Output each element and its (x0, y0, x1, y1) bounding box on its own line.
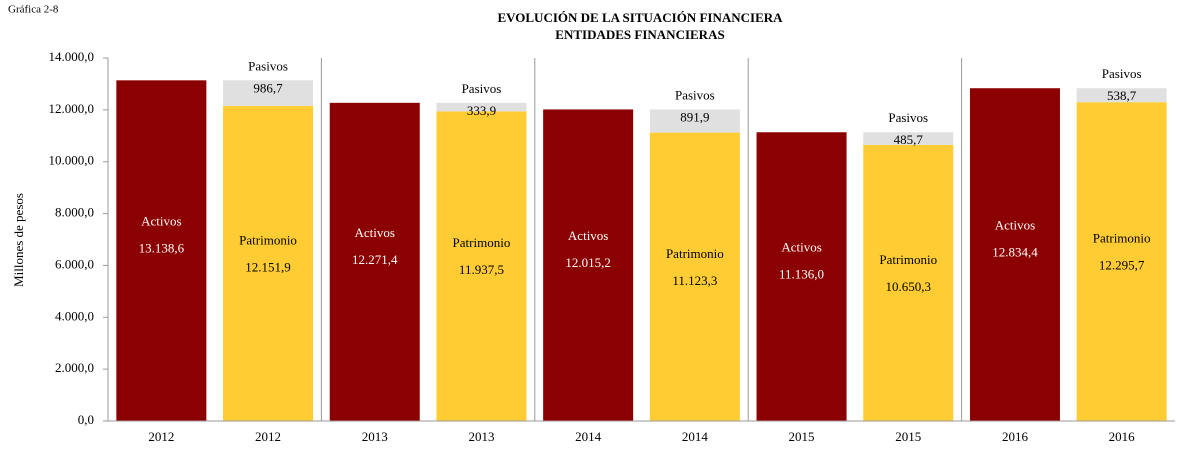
series-label: Patrimonio (239, 232, 297, 247)
y-tick-label: 14.000,0 (49, 49, 95, 64)
series-label: Activos (781, 240, 821, 255)
x-tick-label: 2015 (895, 429, 921, 444)
series-label: Pasivos (1102, 66, 1142, 81)
y-tick-label: 2.000,0 (55, 360, 94, 375)
value-label: 333,9 (467, 103, 496, 118)
series-label: Patrimonio (666, 246, 724, 261)
value-label: 13.138,6 (139, 241, 185, 256)
value-label: 485,7 (894, 132, 924, 147)
bar-segment (649, 109, 740, 133)
series-label: Activos (141, 214, 181, 229)
figure-label: Gráfica 2-8 (8, 4, 59, 16)
series-label: Activos (995, 218, 1035, 233)
bar-segment (436, 111, 527, 422)
value-label: 10.650,3 (886, 279, 932, 294)
x-tick-label: 2015 (789, 429, 815, 444)
series-label: Pasivos (462, 81, 502, 96)
series-label: Activos (568, 228, 608, 243)
bar-segment (543, 109, 634, 422)
value-label: 11.136,0 (779, 267, 824, 282)
x-tick-label: 2012 (255, 429, 281, 444)
y-tick-label: 12.000,0 (49, 101, 95, 116)
bar-segment (223, 105, 314, 422)
bar-segment (329, 102, 420, 421)
x-tick-label: 2016 (1002, 429, 1029, 444)
bar-segment (1076, 102, 1167, 421)
series-label: Patrimonio (1093, 231, 1151, 246)
value-label: 12.151,9 (245, 259, 291, 274)
value-label: 12.295,7 (1099, 258, 1145, 273)
series-label: Pasivos (675, 87, 715, 102)
value-label: 11.937,5 (459, 262, 504, 277)
chart-subtitle: ENTIDADES FINANCIERAS (555, 27, 724, 42)
bar-segment (969, 88, 1060, 421)
x-tick-label: 2014 (575, 429, 602, 444)
bar-segment (649, 132, 740, 421)
x-tick-label: 2016 (1109, 429, 1136, 444)
y-tick-label: 0,0 (78, 412, 94, 427)
bar-segment (116, 80, 207, 421)
value-label: 12.271,4 (352, 252, 398, 267)
series-label: Patrimonio (453, 235, 511, 250)
value-label: 891,9 (680, 109, 709, 124)
x-tick-label: 2013 (468, 429, 494, 444)
y-axis-label: Millones de pesos (11, 193, 26, 287)
x-tick-label: 2014 (682, 429, 709, 444)
bar-segment (223, 80, 314, 106)
bar-segment (436, 102, 527, 112)
chart-title: EVOLUCIÓN DE LA SITUACIÓN FINANCIERA (497, 10, 783, 25)
bar-segment (863, 132, 954, 145)
series-label: Patrimonio (879, 252, 937, 267)
bar-segment (863, 144, 954, 421)
x-tick-label: 2013 (362, 429, 388, 444)
x-tick-label: 2012 (148, 429, 174, 444)
series-label: Pasivos (888, 110, 928, 125)
bar-segment (756, 132, 847, 421)
value-label: 986,7 (253, 80, 283, 95)
y-tick-label: 6.000,0 (55, 256, 94, 271)
y-tick-label: 10.000,0 (49, 153, 95, 168)
value-label: 538,7 (1107, 88, 1137, 103)
series-label: Activos (355, 225, 395, 240)
value-label: 11.123,3 (672, 273, 717, 288)
y-tick-label: 8.000,0 (55, 205, 94, 220)
value-label: 12.834,4 (992, 245, 1038, 260)
series-label: Pasivos (248, 58, 288, 73)
y-tick-label: 4.000,0 (55, 308, 94, 323)
bar-segment (1076, 88, 1167, 103)
value-label: 12.015,2 (565, 255, 611, 270)
